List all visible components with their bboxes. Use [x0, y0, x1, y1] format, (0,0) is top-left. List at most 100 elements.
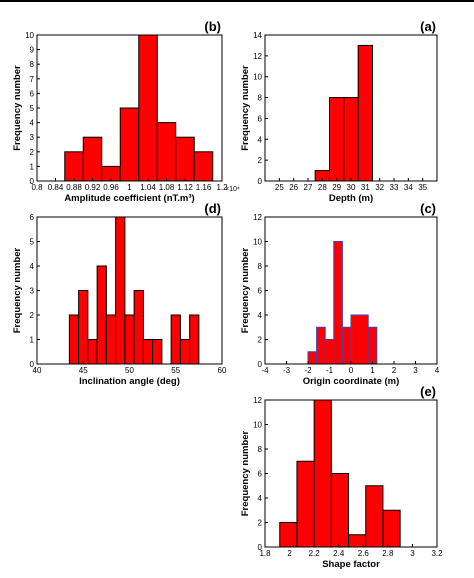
shape-factor-x-tick-label: 3.2 [431, 549, 443, 558]
amplitude-bar-5 [138, 34, 158, 182]
shape-factor-x-tick-label: 3 [410, 549, 415, 558]
shape-factor-y-tick-label: 10 [253, 421, 262, 430]
amplitude-x-tick-label: 0.92 [85, 183, 101, 192]
depth-x-tick-label: 31 [361, 183, 370, 192]
inclination-bar-4 [96, 265, 107, 365]
origin-y-tick-label: 8 [258, 262, 263, 271]
amplitude-x-tick-label: 1.08 [159, 183, 175, 192]
depth-y-tick-label: 12 [253, 52, 262, 61]
amplitude-y-tick-label: 2 [30, 148, 35, 157]
amplitude-y-tick-label: 10 [25, 31, 34, 40]
shape-factor-x-tick-label: 2.4 [333, 549, 345, 558]
inclination-bar-1 [68, 314, 80, 365]
depth-y-tick-label: 10 [253, 73, 262, 82]
amplitude-bar-6 [156, 122, 177, 182]
origin-y-tick-label: 6 [258, 287, 263, 296]
shape-factor-y-tick-label: 4 [258, 494, 263, 503]
inclination-bar-2 [78, 290, 89, 365]
amplitude-x-axis-title: Amplitude coefficient (nT.m³) [64, 193, 194, 204]
amplitude-x-tick-label: 0.88 [66, 183, 82, 192]
inclination-y-tick-label: 4 [30, 262, 35, 271]
origin-x-axis-title: Origin coordinate (m) [303, 376, 400, 387]
origin-bar-7 [359, 314, 369, 365]
shape-factor-y-tick-label: 0 [258, 543, 263, 552]
depth-x-tick-label: 34 [404, 183, 413, 192]
origin-y-axis-title: Frequency number [240, 247, 251, 333]
origin-y-tick-label: 10 [253, 238, 262, 247]
shape-factor-y-axis-title: Frequency number [240, 430, 251, 516]
amplitude-y-axis-title: Frequency number [12, 65, 23, 151]
inclination-x-tick-label: 60 [218, 366, 227, 375]
amplitude-y-tick-label: 1 [30, 162, 35, 171]
depth-y-tick-label: 8 [258, 94, 263, 103]
inclination-bar-9 [142, 339, 154, 365]
origin-bar-4 [333, 241, 343, 365]
origin-y-tick-label: 4 [258, 311, 263, 320]
inclination-y-axis-title: Frequency number [12, 247, 23, 333]
amplitude-y-tick-label: 8 [30, 60, 35, 69]
amplitude-x-tick-label: 0.84 [48, 183, 64, 192]
top-rule [0, 0, 474, 2]
origin-panel-label: (c) [420, 201, 436, 216]
inclination-bar-7 [124, 314, 135, 365]
shape-factor-bar-3 [313, 399, 332, 548]
shape-factor-bar-6 [365, 485, 384, 548]
amplitude-x-tick-label: 0.8 [31, 183, 43, 192]
depth-x-tick-label: 30 [347, 183, 356, 192]
amplitude-bar-4 [119, 107, 140, 182]
depth-x-tick-label: 26 [289, 183, 298, 192]
amplitude-y-tick-label: 0 [30, 177, 35, 186]
shape-factor-x-tick-label: 2.8 [382, 549, 394, 558]
shape-factor-bar-7 [382, 509, 401, 548]
depth-bar-4 [357, 44, 373, 182]
inclination-y-tick-label: 2 [30, 311, 35, 320]
shape-factor-y-tick-label: 6 [258, 470, 263, 479]
depth-x-axis-title: Depth (m) [329, 193, 373, 204]
inclination-panel-label: (d) [204, 201, 221, 216]
amplitude-y-tick-label: 6 [30, 89, 35, 98]
origin-bar-2 [316, 326, 326, 365]
shape-factor-bar-2 [296, 460, 315, 548]
depth-y-tick-label: 6 [258, 114, 263, 123]
depth-panel-label: (a) [420, 19, 436, 34]
shape-factor-x-axis-title: Shape factor [322, 559, 380, 570]
origin-bar-6 [350, 314, 361, 365]
amplitude-x-tick-label: 0.96 [103, 183, 119, 192]
shape-factor-y-tick-label: 2 [258, 519, 263, 528]
depth-x-tick-label: 29 [332, 183, 341, 192]
amplitude-x-tick-label: 1.04 [140, 183, 156, 192]
inclination-bar-10 [152, 339, 163, 365]
origin-y-tick-label: 2 [258, 336, 263, 345]
origin-x-tick-label: 3 [413, 366, 418, 375]
amplitude-bar-8 [193, 151, 214, 182]
shape-factor-y-tick-label: 12 [253, 396, 262, 405]
origin-x-tick-label: 4 [435, 366, 440, 375]
origin-x-tick-label: 2 [392, 366, 397, 375]
origin-bar-8 [367, 326, 378, 365]
amplitude-x-multiplier: ×10⁴ [225, 186, 240, 193]
amplitude-y-tick-label: 3 [30, 133, 35, 142]
depth-bar-2 [329, 97, 345, 182]
inclination-bar-6 [115, 216, 126, 365]
shape-factor-x-tick-label: 2.6 [358, 549, 370, 558]
depth-x-tick-label: 32 [375, 183, 384, 192]
depth-x-tick-label: 25 [275, 183, 284, 192]
inclination-y-tick-label: 6 [30, 213, 35, 222]
inclination-x-tick-label: 40 [33, 366, 42, 375]
depth-x-tick-label: 28 [318, 183, 327, 192]
origin-x-tick-label: 0 [349, 366, 354, 375]
amplitude-bar-7 [175, 136, 195, 182]
amplitude-y-tick-label: 9 [30, 46, 35, 55]
origin-x-tick-label: -3 [283, 366, 291, 375]
inclination-bar-11 [170, 314, 181, 365]
origin-x-tick-label: -4 [261, 366, 269, 375]
inclination-x-tick-label: 55 [171, 366, 180, 375]
inclination-y-tick-label: 3 [30, 287, 35, 296]
depth-y-tick-label: 4 [258, 135, 263, 144]
origin-y-tick-label: 12 [253, 213, 262, 222]
amplitude-x-tick-label: 1 [127, 183, 132, 192]
shape-factor-bar-4 [330, 473, 350, 548]
origin-y-tick-label: 0 [258, 360, 263, 369]
shape-factor-y-tick-label: 8 [258, 445, 263, 454]
